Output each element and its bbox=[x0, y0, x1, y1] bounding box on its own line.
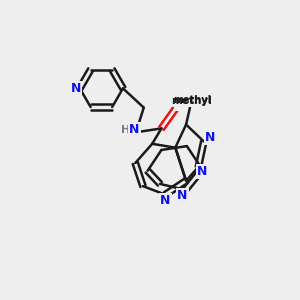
Text: O: O bbox=[176, 97, 186, 110]
Text: methyl: methyl bbox=[171, 96, 212, 106]
Text: N: N bbox=[129, 123, 140, 136]
Text: N: N bbox=[160, 194, 170, 207]
Text: H: H bbox=[121, 125, 130, 135]
Text: methyl: methyl bbox=[173, 95, 211, 105]
Text: N: N bbox=[177, 189, 188, 202]
Text: N: N bbox=[205, 131, 215, 144]
Text: N: N bbox=[197, 165, 207, 178]
Text: N: N bbox=[71, 82, 81, 95]
